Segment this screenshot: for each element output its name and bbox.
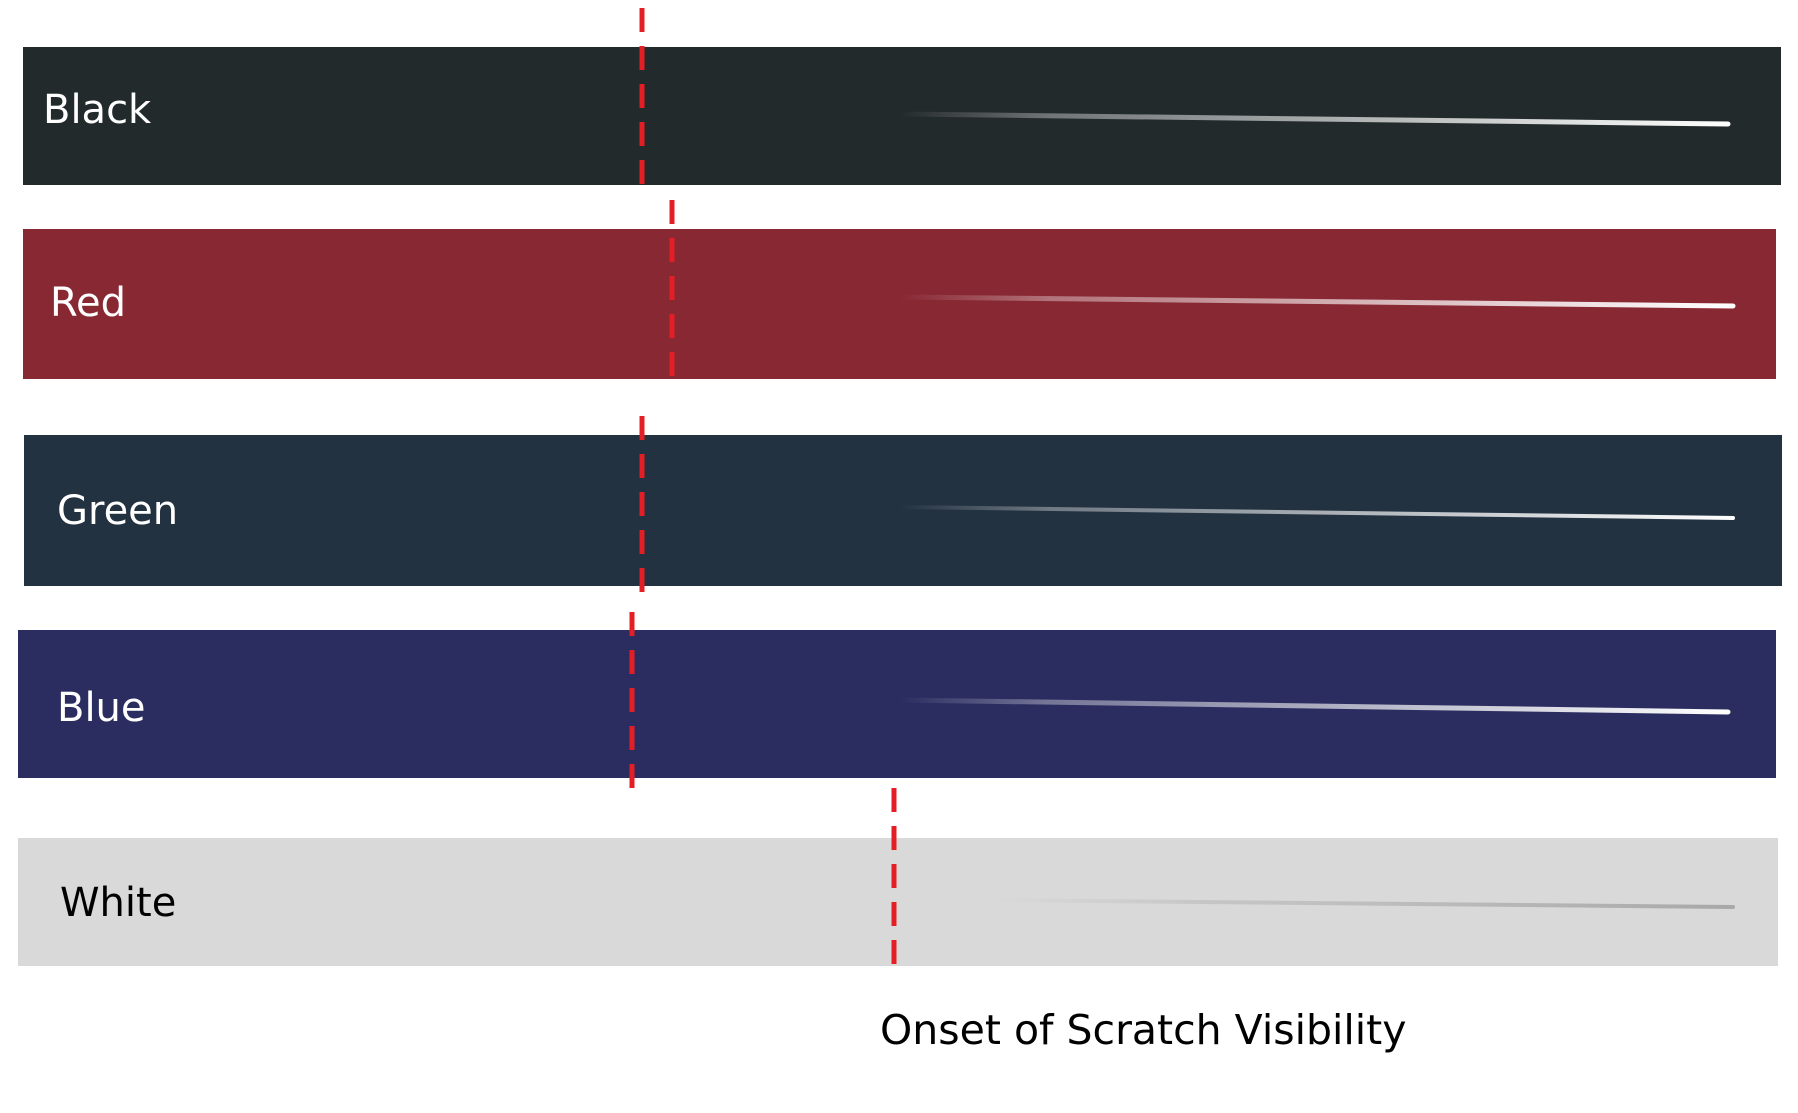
- panel-red-scratch-lower: [897, 294, 1736, 309]
- panel-white-background: [18, 838, 1778, 966]
- panel-red-label: Red: [50, 280, 126, 326]
- panel-blue-scratch-lower: [897, 697, 1731, 715]
- panel-red: Red: [23, 229, 1776, 379]
- onset-caption: Onset of Scratch Visibility: [880, 1006, 1407, 1054]
- panel-green: Green: [24, 435, 1782, 586]
- panel-blue-background: [18, 630, 1776, 778]
- panel-white-label: White: [60, 880, 176, 926]
- panel-black-scratch-lower: [897, 111, 1731, 127]
- panel-black: Black: [23, 47, 1781, 185]
- panel-white: White: [18, 838, 1778, 966]
- panel-blue-label: Blue: [57, 685, 146, 731]
- panel-green-label: Green: [57, 488, 178, 534]
- panel-green-scratch-lower: [898, 505, 1735, 520]
- panel-green-background: [24, 435, 1782, 586]
- panel-black-label: Black: [43, 87, 152, 133]
- panel-white-scratch-lower: [988, 898, 1735, 909]
- panel-blue: Blue: [18, 630, 1776, 778]
